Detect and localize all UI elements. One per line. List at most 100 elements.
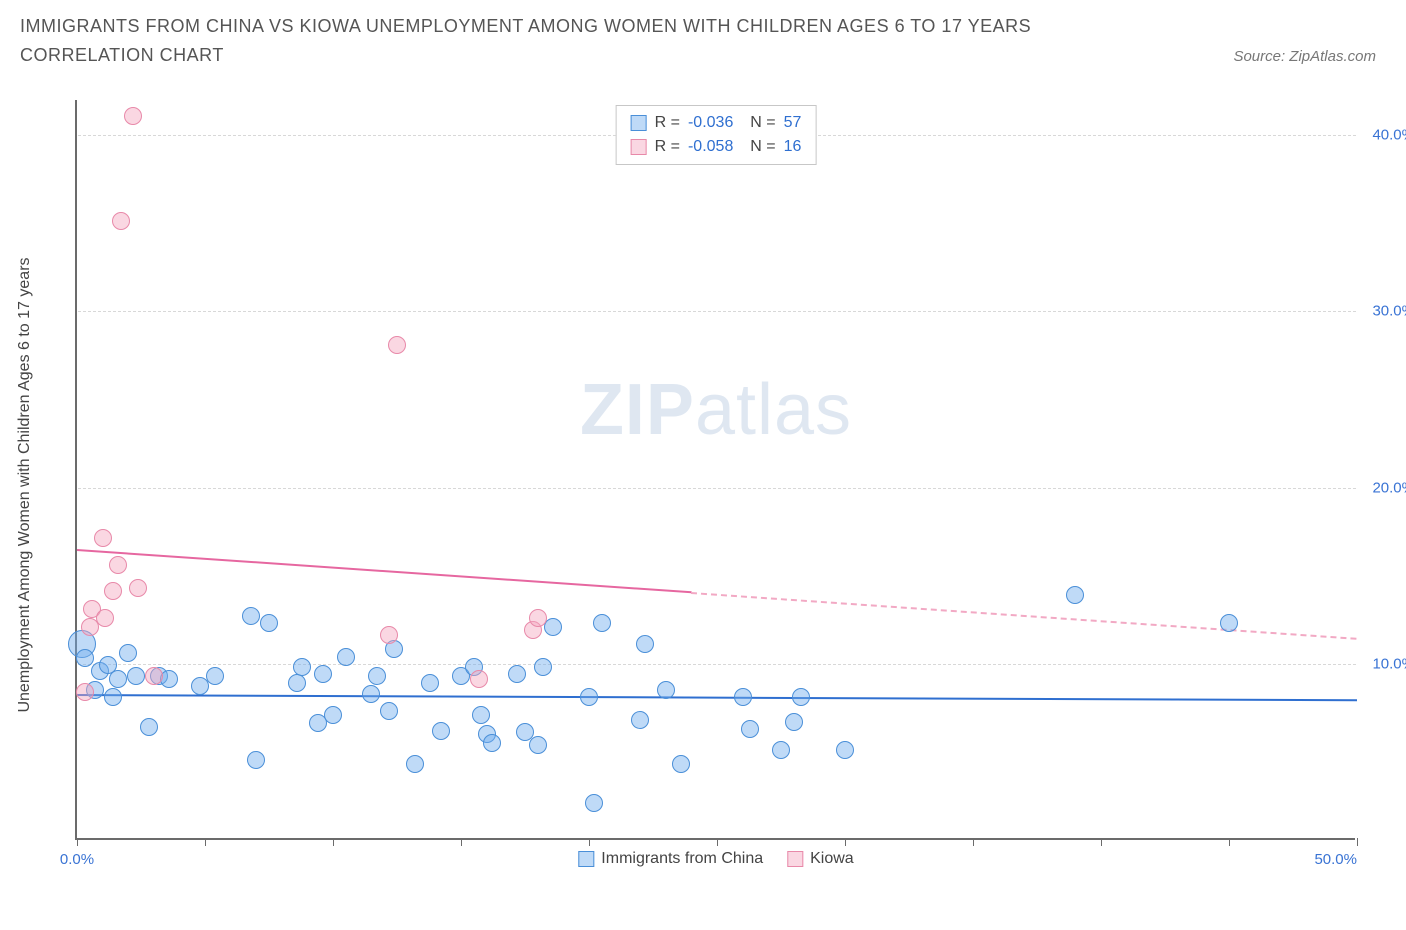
scatter-point — [585, 794, 603, 812]
y-tick-label: 10.0% — [1372, 655, 1406, 672]
scatter-point — [127, 667, 145, 685]
scatter-point — [470, 670, 488, 688]
scatter-point — [421, 674, 439, 692]
legend-r-value-blue: -0.036 — [688, 111, 733, 135]
scatter-point — [191, 677, 209, 695]
scatter-point — [362, 685, 380, 703]
scatter-point — [124, 107, 142, 125]
x-tick — [973, 838, 974, 846]
scatter-point — [337, 648, 355, 666]
scatter-point — [260, 614, 278, 632]
x-tick — [1101, 838, 1102, 846]
scatter-point — [1066, 586, 1084, 604]
legend-row-blue: R = -0.036 N = 57 — [631, 111, 802, 135]
legend-row-pink: R = -0.058 N = 16 — [631, 135, 802, 159]
grid-line — [78, 664, 1356, 665]
scatter-point — [741, 720, 759, 738]
scatter-point — [636, 635, 654, 653]
scatter-point — [288, 674, 306, 692]
x-tick — [461, 838, 462, 846]
scatter-point — [140, 718, 158, 736]
scatter-point — [242, 607, 260, 625]
scatter-point — [380, 626, 398, 644]
scatter-point — [529, 736, 547, 754]
legend-swatch-blue-icon — [578, 851, 594, 867]
legend-n-label: N = — [741, 111, 775, 135]
legend-n-label: N = — [741, 135, 775, 159]
scatter-point — [129, 579, 147, 597]
scatter-point — [534, 658, 552, 676]
scatter-point — [792, 688, 810, 706]
scatter-point — [657, 681, 675, 699]
legend-label-china: Immigrants from China — [601, 850, 763, 868]
scatter-point — [508, 665, 526, 683]
legend-item-china: Immigrants from China — [578, 850, 763, 868]
scatter-point — [785, 713, 803, 731]
legend-swatch-pink-icon — [787, 851, 803, 867]
legend-swatch-blue — [631, 115, 647, 131]
legend-r-value-pink: -0.058 — [688, 135, 733, 159]
x-tick-label: 0.0% — [60, 851, 94, 868]
scatter-point — [631, 711, 649, 729]
x-tick — [845, 838, 846, 846]
scatter-point — [672, 755, 690, 773]
y-tick-label: 40.0% — [1372, 127, 1406, 144]
scatter-point — [529, 609, 547, 627]
y-axis-label: Unemployment Among Women with Children A… — [16, 257, 34, 712]
scatter-point — [314, 665, 332, 683]
source-credit: Source: ZipAtlas.com — [1233, 48, 1376, 65]
scatter-point — [836, 741, 854, 759]
scatter-point — [119, 644, 137, 662]
scatter-point — [388, 336, 406, 354]
legend-swatch-pink — [631, 139, 647, 155]
plot-area: ZIPatlas R = -0.036 N = 57 R = -0.058 N … — [75, 100, 1355, 840]
watermark-bold: ZIP — [580, 370, 695, 450]
y-tick-label: 30.0% — [1372, 303, 1406, 320]
x-tick-label: 50.0% — [1314, 851, 1357, 868]
trend-line — [691, 592, 1357, 640]
scatter-point — [593, 614, 611, 632]
watermark: ZIPatlas — [580, 369, 852, 451]
scatter-point — [145, 667, 163, 685]
x-tick — [589, 838, 590, 846]
x-tick — [205, 838, 206, 846]
scatter-point — [76, 649, 94, 667]
trend-line — [77, 694, 1357, 701]
scatter-point — [380, 702, 398, 720]
scatter-point — [76, 683, 94, 701]
legend-label-kiowa: Kiowa — [810, 850, 854, 868]
legend-r-label: R = — [655, 111, 680, 135]
scatter-point — [544, 618, 562, 636]
x-tick — [1229, 838, 1230, 846]
y-tick-label: 20.0% — [1372, 479, 1406, 496]
scatter-point — [772, 741, 790, 759]
chart-title: IMMIGRANTS FROM CHINA VS KIOWA UNEMPLOYM… — [20, 12, 1120, 70]
scatter-point — [104, 582, 122, 600]
scatter-point — [734, 688, 752, 706]
scatter-point — [109, 556, 127, 574]
x-tick — [1357, 838, 1358, 846]
x-tick — [77, 838, 78, 846]
chart-container: Unemployment Among Women with Children A… — [45, 100, 1385, 870]
scatter-point — [483, 734, 501, 752]
correlation-legend: R = -0.036 N = 57 R = -0.058 N = 16 — [616, 105, 817, 165]
legend-n-value-blue: 57 — [784, 111, 802, 135]
scatter-point — [432, 722, 450, 740]
watermark-light: atlas — [695, 370, 852, 450]
scatter-point — [96, 609, 114, 627]
scatter-point — [94, 529, 112, 547]
trend-line — [77, 549, 692, 593]
scatter-point — [112, 212, 130, 230]
scatter-point — [406, 755, 424, 773]
legend-n-value-pink: 16 — [784, 135, 802, 159]
grid-line — [78, 488, 1356, 489]
scatter-point — [324, 706, 342, 724]
scatter-point — [206, 667, 224, 685]
scatter-point — [1220, 614, 1238, 632]
scatter-point — [247, 751, 265, 769]
scatter-point — [160, 670, 178, 688]
x-tick — [333, 838, 334, 846]
scatter-point — [293, 658, 311, 676]
series-legend: Immigrants from China Kiowa — [578, 850, 853, 868]
scatter-point — [368, 667, 386, 685]
